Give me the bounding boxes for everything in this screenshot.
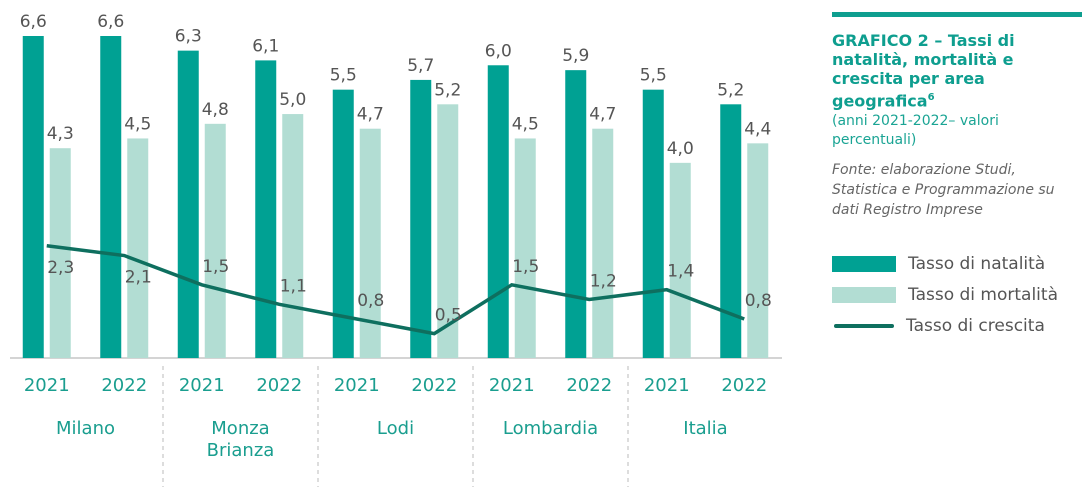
line-value-label: 1,1 xyxy=(280,276,307,296)
legend-text: Tasso di crescita xyxy=(906,316,1045,337)
bar xyxy=(592,128,614,358)
bar xyxy=(514,138,536,358)
line-value-label: 1,5 xyxy=(512,257,539,277)
value-label: 5,0 xyxy=(279,90,306,110)
value-label: 4,8 xyxy=(202,100,229,120)
value-label: 5,9 xyxy=(562,46,589,66)
bar xyxy=(204,123,226,359)
bar xyxy=(642,89,664,359)
bar xyxy=(669,162,691,358)
line-value-label: 0,8 xyxy=(745,291,772,311)
x-tick-label: 2022 xyxy=(256,375,302,396)
bar xyxy=(565,70,587,358)
legend-text: Tasso di natalità xyxy=(908,254,1046,275)
line-value-label: 1,4 xyxy=(667,262,694,282)
bar xyxy=(437,104,459,358)
bar xyxy=(100,36,122,358)
bar xyxy=(332,89,354,359)
side-panel: GRAFICO 2 – Tassi di natalità, mortalità… xyxy=(832,12,1082,354)
legend-item: Tasso di crescita xyxy=(832,316,1045,336)
chart: 2021 2022 2021 2022 2021 2022 2021 2022 2021 2022… xyxy=(10,12,782,487)
legend-item: Tasso di natalità xyxy=(832,254,1045,274)
value-label: 6,6 xyxy=(97,12,124,32)
value-label: 4,3 xyxy=(47,124,74,144)
bar xyxy=(747,143,769,358)
bar xyxy=(487,65,509,358)
value-label: 4,7 xyxy=(357,105,384,125)
x-tick-label: 2022 xyxy=(411,375,457,396)
source: Fonte: elaborazione Studi, Statistica e … xyxy=(832,162,1055,219)
x-tick-label: 2021 xyxy=(489,375,535,396)
legend-swatch xyxy=(832,256,896,273)
title-text: GRAFICO 2 – Tassi di natalità, mortalità… xyxy=(832,31,1015,111)
value-label: 5,2 xyxy=(434,80,461,100)
x-tick-label: 2021 xyxy=(179,375,225,396)
x-tick-label: 2021 xyxy=(24,375,70,396)
line xyxy=(46,244,745,336)
line-value-label: 2,3 xyxy=(47,258,74,278)
bar xyxy=(177,50,199,359)
value-label: 4,5 xyxy=(512,114,539,134)
group-label: Milano xyxy=(56,418,115,439)
value-label: 4,5 xyxy=(124,114,151,134)
value-label: 4,4 xyxy=(744,119,771,139)
bar xyxy=(22,36,44,358)
bar xyxy=(359,128,381,358)
x-tick-label: 2022 xyxy=(721,375,767,396)
value-label: 5,2 xyxy=(717,80,744,100)
line-value-label: 1,5 xyxy=(202,257,229,277)
value-label: 5,7 xyxy=(407,56,434,76)
value-label: 5,5 xyxy=(640,66,667,86)
value-label: 4,7 xyxy=(589,105,616,125)
legend-item: Tasso di mortalità xyxy=(832,285,1058,305)
bar xyxy=(282,114,304,358)
line-value-label: 0,8 xyxy=(357,291,384,311)
line-value-label: 2,1 xyxy=(125,268,152,288)
value-label: 6,3 xyxy=(175,27,202,47)
line-value-label: 0,5 xyxy=(435,306,462,326)
bar xyxy=(720,104,742,358)
legend-text: Tasso di mortalità xyxy=(908,285,1058,306)
x-tick-label: 2021 xyxy=(334,375,380,396)
x-tick-label: 2022 xyxy=(566,375,612,396)
x-tick-label: 2021 xyxy=(644,375,690,396)
subtitle: (anni 2021-2022– valori percentuali) xyxy=(832,113,999,149)
line-value-label: 1,2 xyxy=(590,271,617,291)
value-label: 6,1 xyxy=(252,36,279,56)
group-label: Lodi xyxy=(376,418,415,439)
bar xyxy=(49,148,71,358)
legend-swatch xyxy=(832,287,896,304)
value-label: 5,5 xyxy=(330,66,357,86)
legend-swatch xyxy=(834,324,894,329)
value-label: 4,0 xyxy=(667,139,694,159)
value-label: 6,6 xyxy=(20,12,47,32)
value-label: 6,0 xyxy=(485,41,512,61)
group-label: Italia xyxy=(683,418,728,439)
bar xyxy=(127,138,149,358)
bar xyxy=(255,60,277,358)
chart-title: GRAFICO 2 – Tassi di natalità, mortalità… xyxy=(832,12,1082,110)
legend: Tasso di natalità Tasso di mortalità Tasso… xyxy=(832,254,1082,354)
bar xyxy=(410,79,432,358)
group-label: Monza Brianza xyxy=(206,418,275,461)
title-note: 6 xyxy=(927,92,935,103)
group-label: Lombardia xyxy=(502,418,599,439)
x-tick-label: 2022 xyxy=(101,375,147,396)
